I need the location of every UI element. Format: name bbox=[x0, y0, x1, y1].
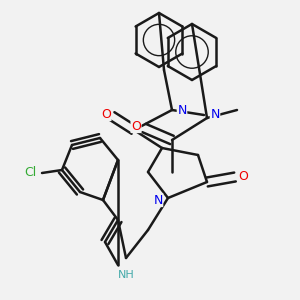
Text: O: O bbox=[131, 119, 141, 133]
Text: Cl: Cl bbox=[24, 167, 36, 179]
Text: N: N bbox=[210, 107, 220, 121]
Text: O: O bbox=[101, 107, 111, 121]
Text: O: O bbox=[238, 170, 248, 184]
Text: N: N bbox=[153, 194, 163, 206]
Text: N: N bbox=[177, 103, 187, 116]
Text: NH: NH bbox=[118, 270, 134, 280]
